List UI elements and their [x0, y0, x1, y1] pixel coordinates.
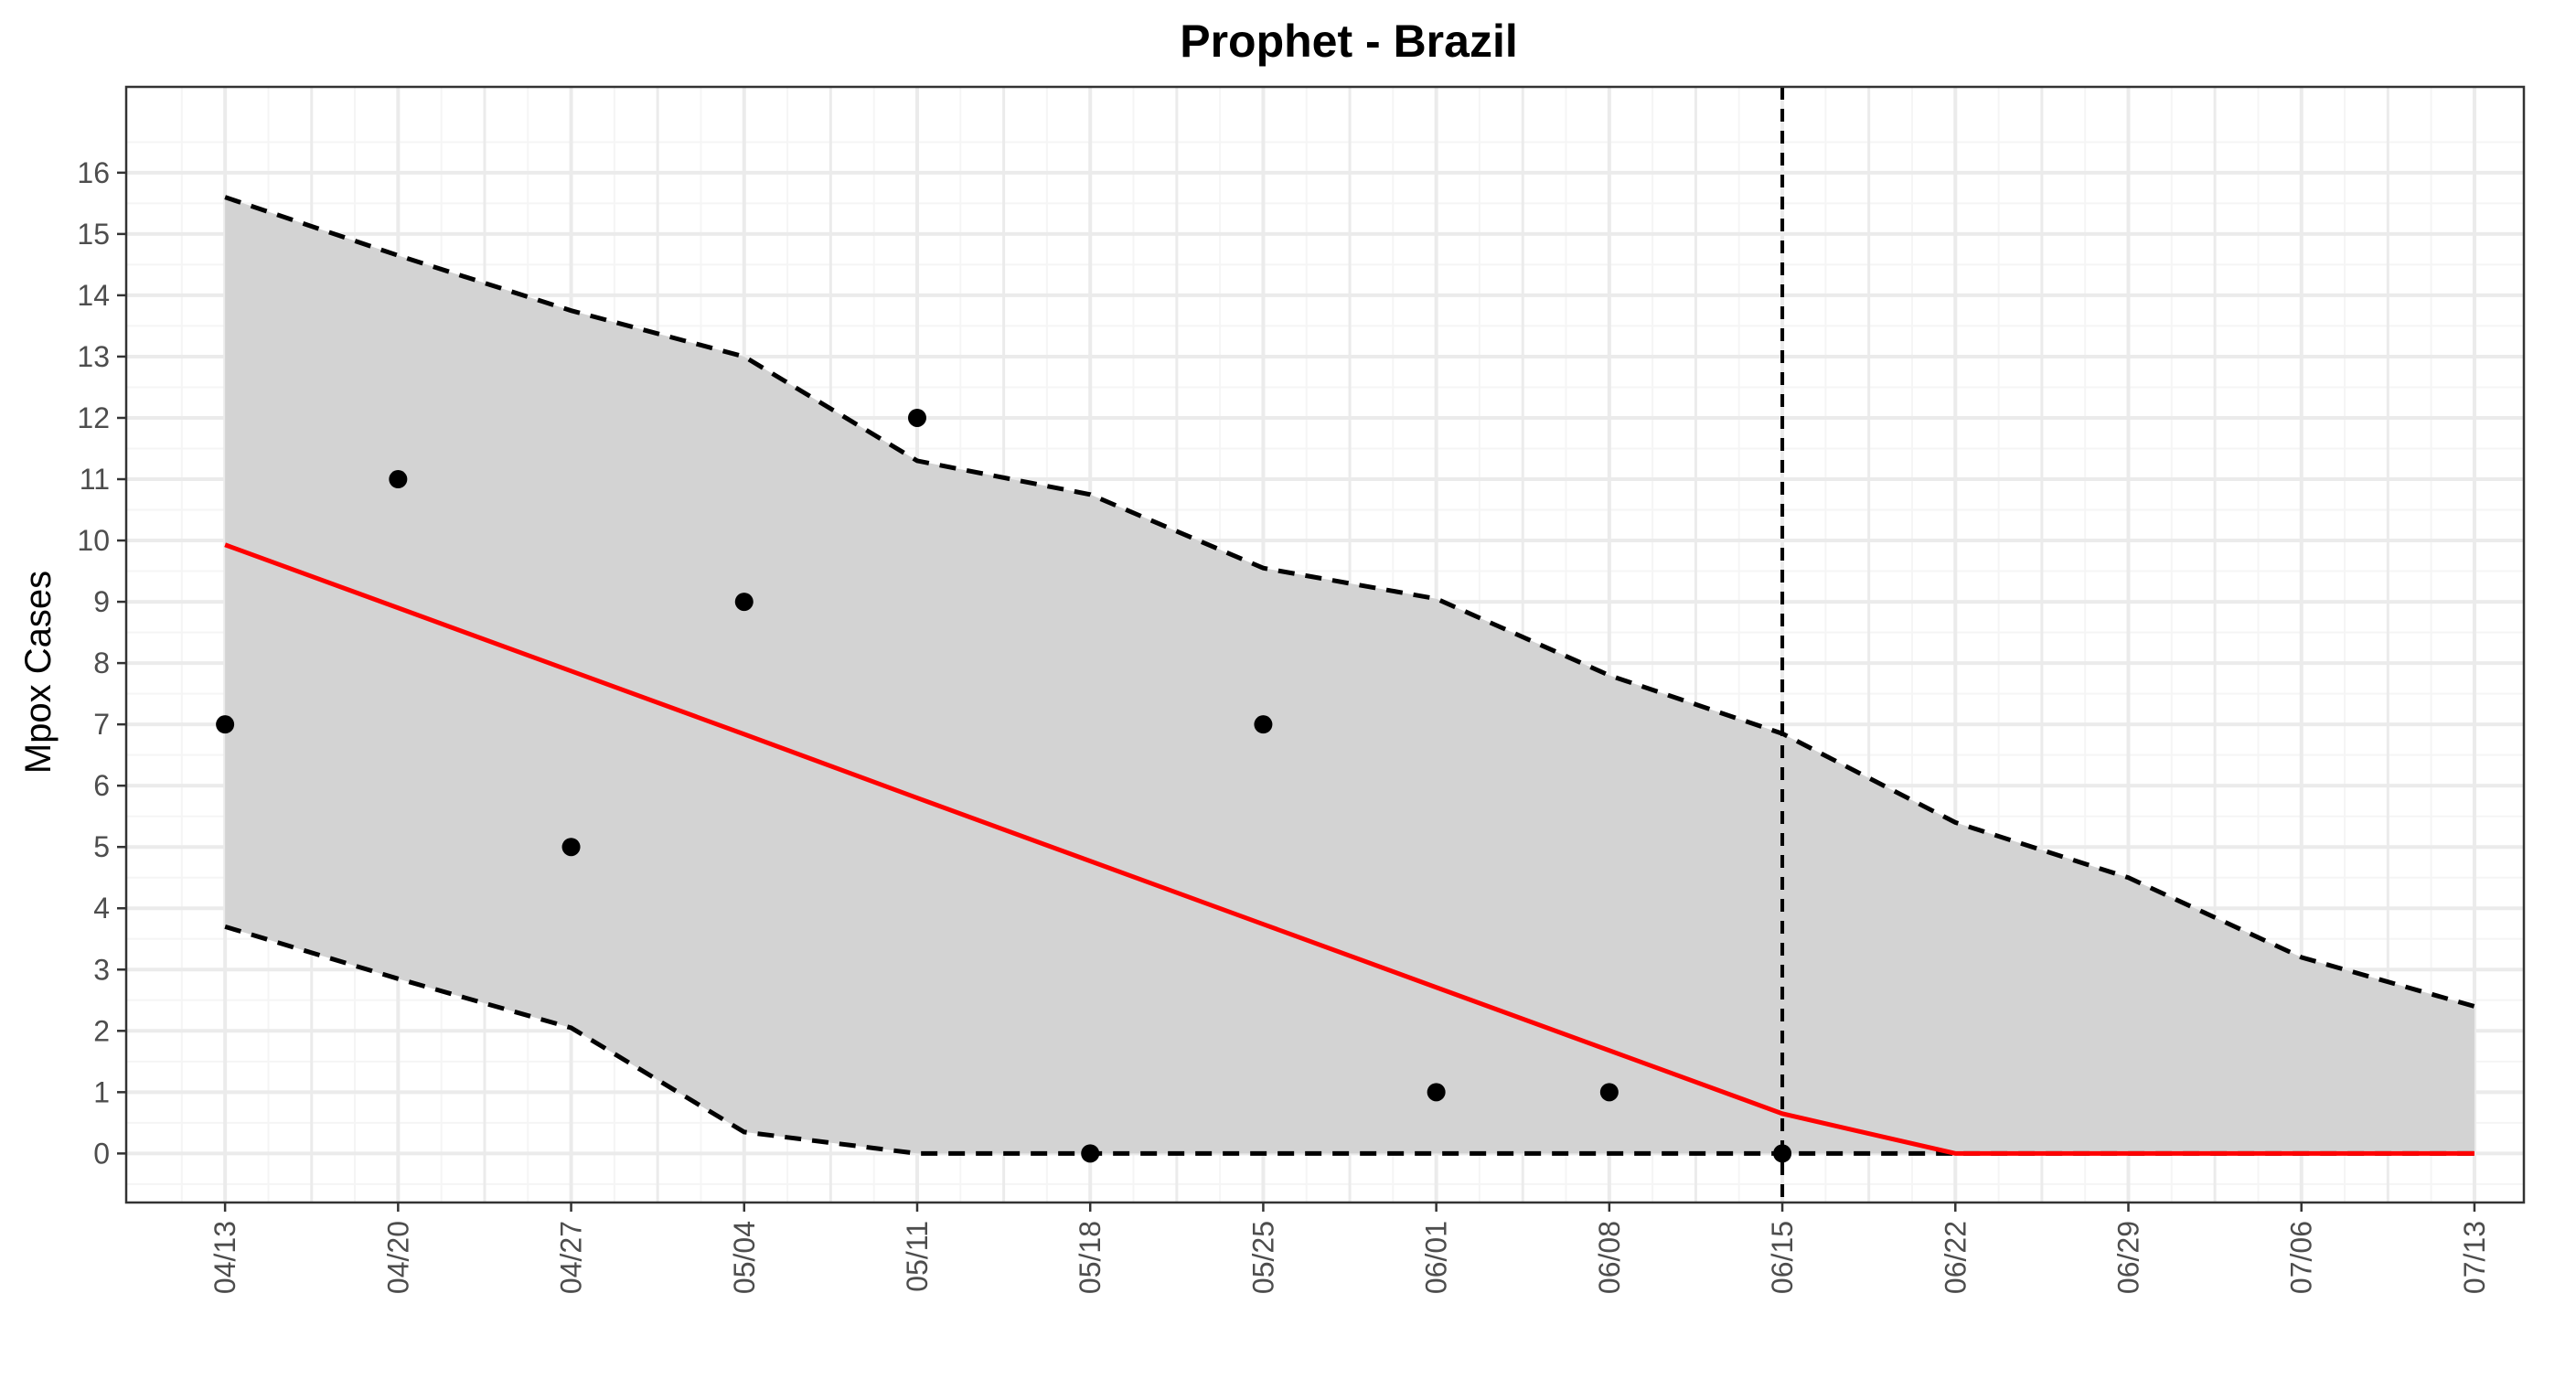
- observed-point: [389, 470, 408, 489]
- observed-point: [907, 408, 926, 427]
- panel-border: [124, 85, 2526, 1204]
- x-tick-label: 04/20: [381, 1221, 414, 1294]
- observed-point: [1427, 1083, 1446, 1102]
- y-tick-label: 14: [77, 279, 110, 312]
- observed-point: [1599, 1083, 1619, 1102]
- y-tick-label: 2: [93, 1014, 110, 1047]
- forecast-line: [224, 542, 2474, 1156]
- y-tick-label: 13: [77, 340, 110, 373]
- observed-point: [216, 715, 235, 734]
- forecast-series: [224, 542, 2474, 1156]
- x-tick-label: 07/06: [2285, 1221, 2318, 1294]
- chart-title: Prophet - Brazil: [1180, 16, 1517, 67]
- y-tick-label: 0: [93, 1137, 110, 1170]
- upper-bound-line: [224, 195, 2475, 1009]
- observed-point: [1081, 1144, 1100, 1163]
- x-tick-label: 06/22: [1939, 1221, 1972, 1294]
- x-tick-label: 06/01: [1420, 1221, 1453, 1294]
- y-tick-label: 16: [77, 156, 110, 189]
- y-tick-label: 4: [93, 892, 110, 925]
- prediction-bounds: [224, 195, 2475, 1156]
- x-tick-label: 04/13: [208, 1221, 241, 1294]
- observed-point: [1773, 1144, 1792, 1163]
- y-tick-label: 1: [93, 1075, 110, 1108]
- y-tick-label: 3: [93, 953, 110, 986]
- y-axis-title: Mpox Cases: [18, 571, 59, 774]
- y-tick-label: 15: [77, 218, 110, 251]
- lower-bound-line: [224, 924, 2474, 1156]
- x-tick-label: 06/29: [2112, 1221, 2145, 1294]
- x-tick-label: 07/13: [2458, 1221, 2491, 1294]
- observed-point: [734, 593, 754, 612]
- x-tick-label: 04/27: [555, 1221, 588, 1294]
- interval-band: [225, 197, 2474, 1154]
- observed-points: [216, 408, 1792, 1163]
- x-axis: 04/13 04/20 04/27 05/04 05/11 05/18 05/25 06/01…: [208, 1203, 2491, 1294]
- x-tick-label: 05/04: [728, 1221, 761, 1294]
- y-tick-label: 12: [77, 401, 110, 434]
- y-tick-label: 6: [93, 769, 110, 802]
- x-tick-label: 05/25: [1246, 1221, 1279, 1294]
- y-tick-label: 7: [93, 708, 110, 741]
- y-tick-label: 11: [80, 463, 110, 496]
- x-tick-label: 06/15: [1766, 1221, 1799, 1294]
- prediction-interval-band: [225, 197, 2474, 1154]
- observed-point: [1254, 715, 1273, 734]
- plot-panel-border: [124, 85, 2526, 1204]
- y-tick-label: 8: [93, 647, 110, 679]
- x-tick-label: 05/11: [901, 1221, 934, 1292]
- y-tick-label: 9: [93, 585, 110, 618]
- observed-point: [561, 838, 581, 857]
- x-tick-label: 05/18: [1074, 1221, 1106, 1294]
- y-tick-label: 5: [93, 830, 110, 863]
- x-tick-label: 06/08: [1593, 1221, 1626, 1294]
- y-tick-label: 10: [77, 524, 110, 557]
